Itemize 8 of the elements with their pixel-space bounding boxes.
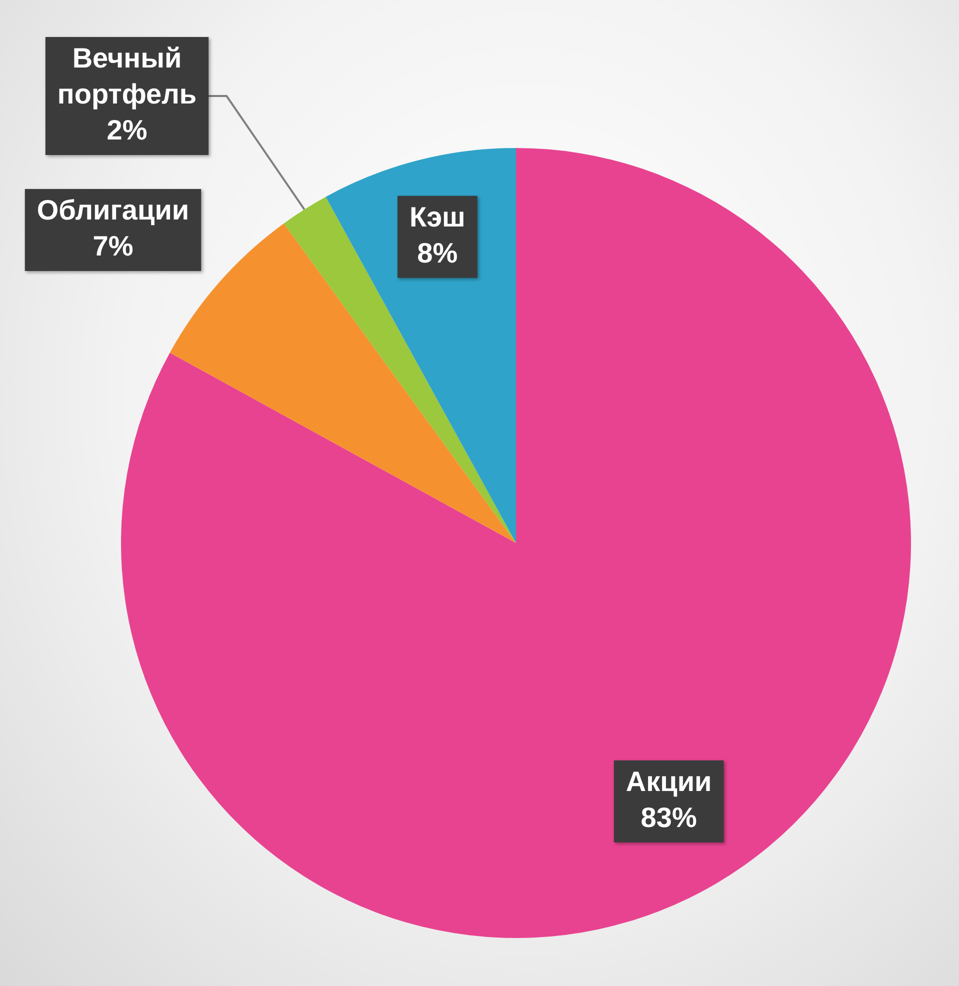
data-label: 83% bbox=[640, 802, 697, 834]
data-label: 8% bbox=[417, 238, 458, 269]
data-label: 2% bbox=[106, 114, 148, 146]
slice-label: Облигации bbox=[36, 194, 190, 226]
slice-label: Вечный портфель bbox=[57, 42, 197, 110]
slice-label: Кэш bbox=[409, 202, 466, 233]
slice-label: Акции bbox=[626, 766, 712, 798]
data-label: 7% bbox=[92, 230, 134, 262]
